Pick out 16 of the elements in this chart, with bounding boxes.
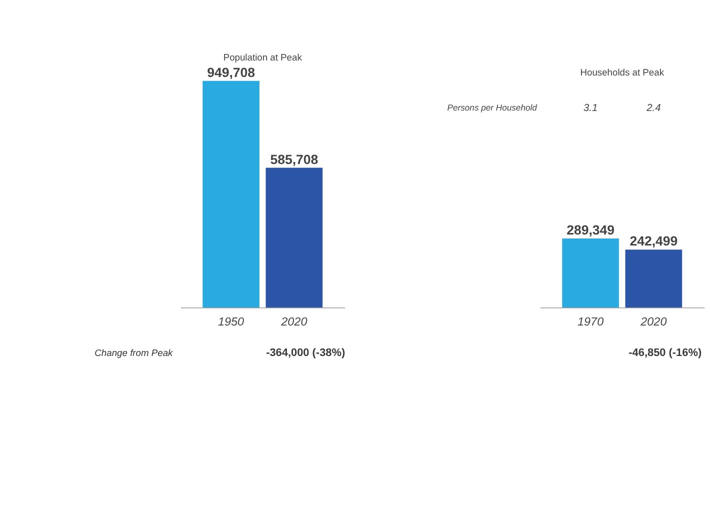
text: -364,000 (-38%) (266, 346, 346, 359)
text: Change from Peak (94, 348, 174, 358)
text: 2.4 (646, 103, 662, 114)
data-label: 289,349 (566, 222, 615, 238)
x-tick-label: 2020 (280, 315, 308, 328)
x-tick-label: 2020 (640, 315, 668, 328)
data-label: 585,708 (270, 152, 318, 167)
x-tick-label: 1950 (218, 315, 245, 328)
data-label: 949,708 (207, 64, 256, 80)
text: 3.1 (583, 103, 598, 114)
text: -46,850 (-16%) (628, 346, 702, 359)
chart-title: Population at Peak (223, 52, 302, 63)
data-label: 242,499 (630, 234, 678, 249)
text: Persons per Household (447, 102, 538, 112)
chart-title: Households at Peak (580, 67, 664, 78)
x-tick-label: 1970 (578, 315, 604, 328)
